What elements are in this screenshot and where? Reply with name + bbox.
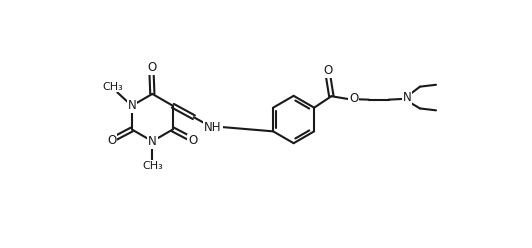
Text: O: O: [188, 134, 197, 147]
Text: N: N: [403, 91, 411, 104]
Text: O: O: [107, 134, 117, 147]
Text: O: O: [349, 92, 358, 105]
Text: N: N: [148, 135, 157, 148]
Text: O: O: [147, 61, 156, 74]
Text: O: O: [323, 64, 333, 77]
Text: N: N: [128, 99, 136, 112]
Text: CH₃: CH₃: [142, 161, 163, 171]
Text: NH: NH: [204, 122, 222, 134]
Text: CH₃: CH₃: [102, 82, 123, 92]
